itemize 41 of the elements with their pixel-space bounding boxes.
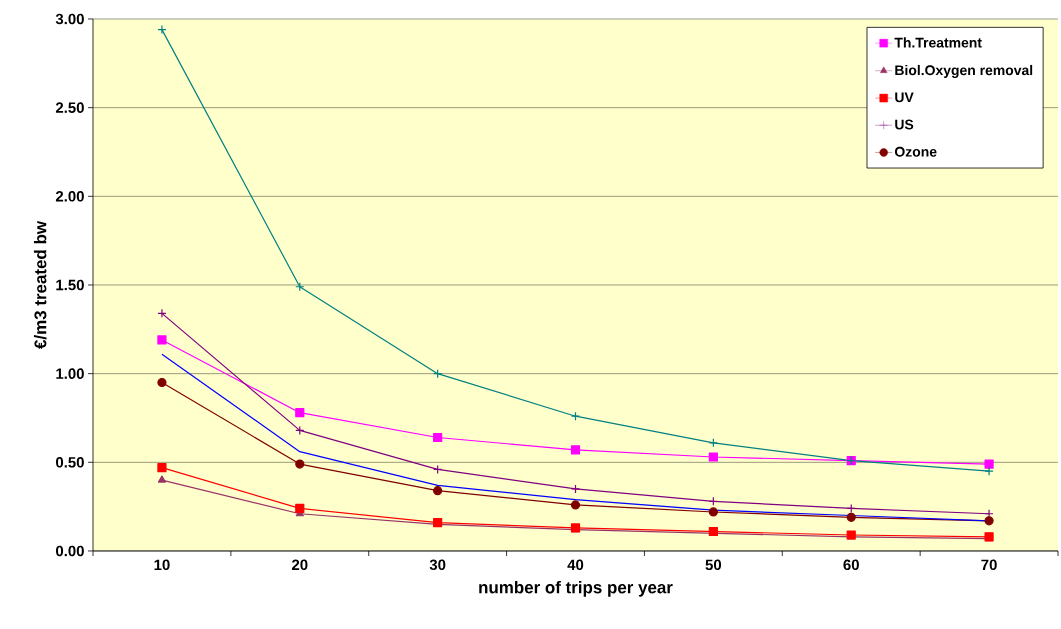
x-tick-label: 60 <box>843 559 859 571</box>
point <box>570 445 581 455</box>
x-tick-label: 30 <box>429 559 446 571</box>
x-axis-title: number of trips per year <box>479 580 673 597</box>
y-tick-label: 0.50 <box>56 457 84 468</box>
y-tick-label: 0.00 <box>56 545 84 557</box>
point <box>570 484 581 494</box>
point <box>295 459 305 469</box>
point <box>984 459 994 469</box>
point <box>846 512 856 522</box>
point <box>157 25 167 35</box>
point <box>984 466 994 476</box>
point <box>157 377 167 388</box>
legend-label: US <box>895 119 914 130</box>
legend-label: Th.Treatment <box>894 37 982 48</box>
y-tick-label: 2.50 <box>55 102 84 113</box>
point <box>157 335 167 345</box>
point <box>295 408 305 418</box>
x-tick-label: 50 <box>705 559 722 571</box>
legend-label: Ozone <box>894 146 937 157</box>
point <box>708 507 718 517</box>
point <box>433 432 443 443</box>
y-tick-label: 1.50 <box>56 279 84 291</box>
point <box>433 486 443 496</box>
point <box>295 503 305 514</box>
legend-label: Biol.Oxygen removal <box>895 64 1033 78</box>
point <box>157 463 167 473</box>
point <box>570 500 581 510</box>
y-axis-title: €/m3 treated bw <box>33 220 47 349</box>
y-tick-label: 2.00 <box>55 191 84 202</box>
x-tick-label: 10 <box>154 559 170 571</box>
point <box>708 452 718 462</box>
point <box>157 308 167 318</box>
point <box>157 475 166 483</box>
y-tick-label: 3.00 <box>55 13 84 25</box>
legend-label: UV <box>895 92 914 103</box>
x-tick-label: 70 <box>981 559 997 571</box>
x-tick-label: 20 <box>292 559 308 571</box>
x-tick-label: 40 <box>567 559 584 571</box>
point <box>984 516 994 526</box>
y-tick-label: 1.00 <box>56 368 84 379</box>
